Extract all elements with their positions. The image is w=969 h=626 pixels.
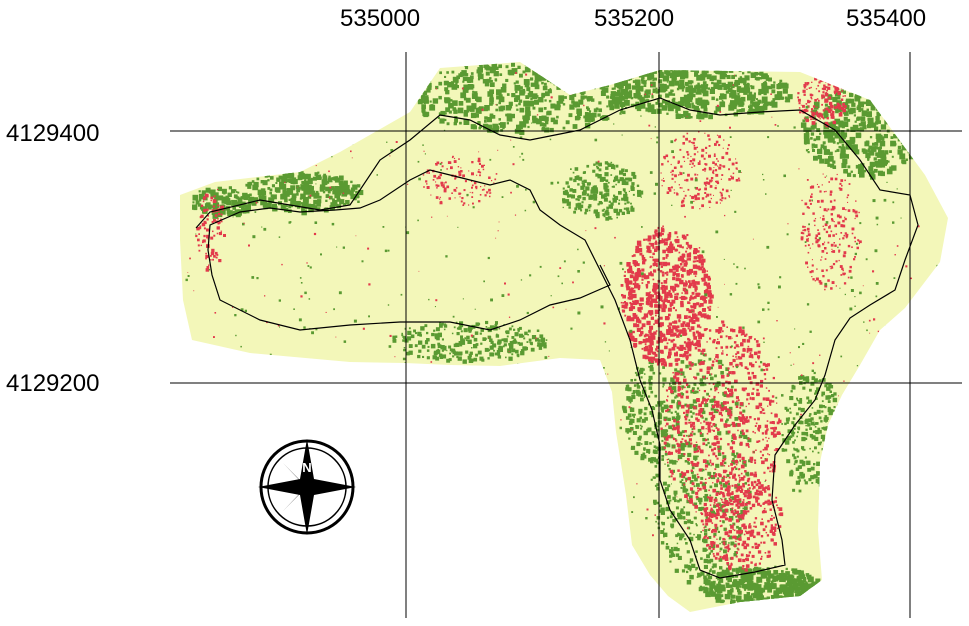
y-coord-label-4129200: 4129200	[6, 370, 100, 397]
y-coord-label-4129400: 4129400	[6, 120, 100, 147]
study-boundary	[195, 97, 919, 579]
x-coord-label-535000: 535000	[340, 5, 421, 32]
x-coord-label-535400: 535400	[846, 5, 927, 32]
classified-area	[180, 62, 948, 612]
grid-lines	[170, 52, 962, 618]
x-coord-label-535200: 535200	[594, 5, 675, 32]
north-arrow: N	[258, 439, 356, 535]
north-label: N	[302, 460, 311, 475]
